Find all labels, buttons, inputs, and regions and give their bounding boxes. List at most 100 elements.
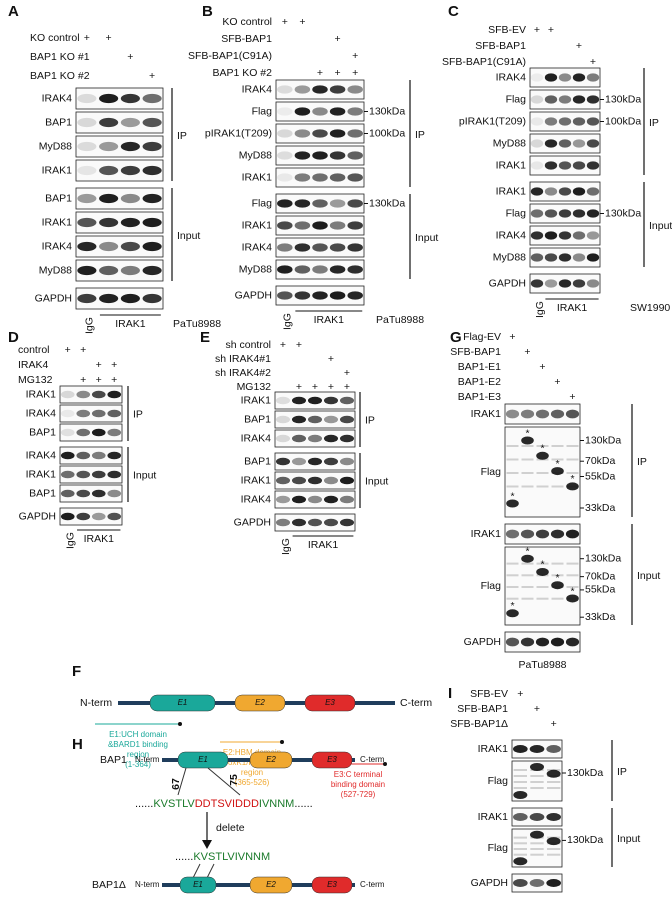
band-marker: * bbox=[510, 600, 514, 612]
domain bbox=[234, 694, 286, 712]
condition-name: BAP1-E1 bbox=[458, 361, 501, 373]
group-label: IP bbox=[617, 766, 627, 778]
band bbox=[558, 231, 572, 240]
blot-label: IRAK4 bbox=[496, 229, 527, 241]
band-marker: * bbox=[525, 545, 529, 557]
band bbox=[550, 637, 565, 647]
blot-frame bbox=[274, 490, 356, 509]
blot-label: IRAK4 bbox=[242, 241, 273, 253]
band bbox=[347, 291, 363, 300]
band bbox=[142, 241, 162, 252]
blot-frame bbox=[529, 67, 601, 88]
domain-label: E1 bbox=[198, 755, 208, 764]
mw-label: 55kDa bbox=[585, 470, 616, 482]
c-term: C-term bbox=[400, 697, 432, 709]
blot-label: GAPDH bbox=[471, 877, 508, 889]
band bbox=[291, 396, 307, 405]
group-label: IP bbox=[177, 130, 187, 142]
band bbox=[120, 141, 140, 152]
blot-label: Flag bbox=[488, 842, 509, 854]
band bbox=[506, 458, 519, 461]
blot-label: IRAK1 bbox=[26, 468, 57, 480]
band bbox=[120, 293, 140, 304]
panel-label: E bbox=[200, 329, 210, 346]
blot-label: BAP1 bbox=[29, 487, 56, 499]
band bbox=[99, 293, 119, 304]
blot-frame bbox=[75, 211, 164, 234]
band bbox=[566, 472, 579, 474]
band bbox=[530, 187, 544, 196]
band bbox=[513, 787, 527, 789]
blot-label: IRAK1 bbox=[241, 474, 272, 486]
mw-label: 100kDa bbox=[369, 127, 405, 139]
protein-name: BAP1Δ bbox=[92, 879, 126, 891]
band bbox=[99, 217, 119, 228]
band bbox=[513, 769, 527, 771]
sequence-part: IVNNM bbox=[259, 798, 294, 810]
mw-label: 130kDa bbox=[567, 834, 603, 846]
band bbox=[277, 221, 293, 230]
region-note: (527-729) bbox=[341, 790, 376, 799]
band bbox=[536, 445, 549, 447]
panel-label: A bbox=[8, 3, 19, 20]
band bbox=[329, 173, 346, 182]
condition-mark: + bbox=[534, 24, 540, 36]
blot-label: IRAK1 bbox=[496, 185, 527, 197]
band bbox=[77, 93, 97, 104]
band bbox=[586, 187, 600, 196]
band bbox=[312, 173, 328, 182]
band bbox=[551, 574, 564, 577]
band bbox=[521, 472, 534, 474]
band bbox=[277, 107, 293, 116]
band bbox=[505, 529, 520, 539]
condition-mark: + bbox=[548, 24, 554, 36]
blot-label: GAPDH bbox=[489, 277, 526, 289]
band bbox=[329, 107, 346, 116]
band bbox=[347, 107, 363, 116]
band bbox=[530, 73, 544, 82]
blot-label: IRAK4 bbox=[42, 92, 73, 104]
band bbox=[294, 129, 311, 138]
cell-line: PaTu8988 bbox=[518, 659, 566, 671]
band bbox=[565, 409, 580, 419]
band bbox=[120, 165, 140, 176]
band bbox=[530, 853, 544, 856]
band bbox=[506, 597, 519, 600]
band bbox=[544, 231, 558, 240]
blot-label: GAPDH bbox=[234, 516, 271, 528]
blot-frame bbox=[59, 507, 123, 526]
band bbox=[77, 241, 97, 252]
blot-label: BAP1 bbox=[45, 192, 72, 204]
band bbox=[513, 857, 528, 866]
band bbox=[142, 117, 162, 128]
blot-frame bbox=[59, 484, 123, 503]
band bbox=[544, 139, 558, 148]
sequence: ......KVSTLVDDTSVIDDDIVNNM...... bbox=[135, 798, 313, 810]
band bbox=[99, 165, 119, 176]
protein-name: BAP1 bbox=[100, 754, 127, 766]
blot-label: MyD88 bbox=[39, 264, 72, 276]
condition-mark: + bbox=[352, 50, 358, 62]
region-note: (365-526) bbox=[235, 778, 270, 787]
band bbox=[551, 467, 564, 476]
band bbox=[99, 265, 119, 276]
mw-label: 130kDa bbox=[567, 767, 603, 779]
band bbox=[60, 470, 75, 479]
lane-label: IgG bbox=[282, 313, 294, 330]
panel-label: I bbox=[448, 685, 452, 702]
band bbox=[586, 117, 600, 126]
band bbox=[277, 173, 293, 182]
band bbox=[506, 586, 519, 588]
band bbox=[312, 151, 328, 160]
band bbox=[107, 390, 122, 399]
condition-mark: + bbox=[296, 339, 302, 351]
band bbox=[506, 609, 519, 618]
blot-label: IRAK1 bbox=[26, 388, 57, 400]
band bbox=[120, 117, 140, 128]
sequence-part: KVSTLVIVNNM bbox=[193, 851, 270, 863]
band bbox=[547, 787, 561, 789]
band bbox=[329, 129, 346, 138]
band bbox=[329, 221, 346, 230]
